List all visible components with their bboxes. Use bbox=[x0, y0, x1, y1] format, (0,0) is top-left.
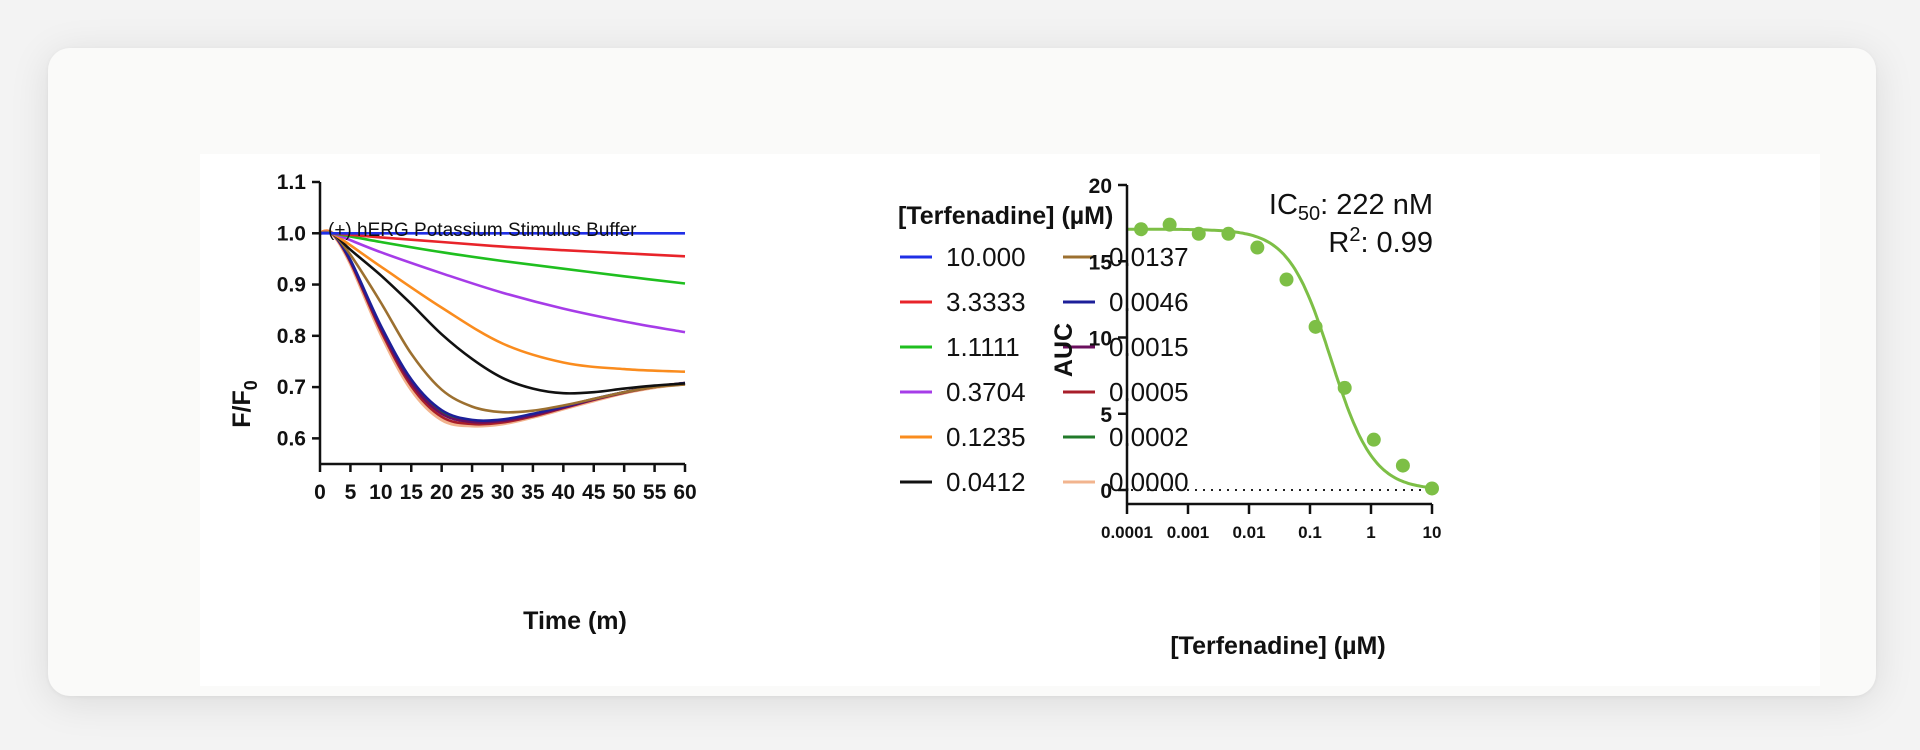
ic50-prefix: IC bbox=[1269, 189, 1298, 221]
x-tick-label: 30 bbox=[491, 481, 514, 504]
legend-label: 0.0137 bbox=[1109, 242, 1189, 272]
data-points bbox=[1134, 217, 1439, 496]
x-tick-label: 0.0001 bbox=[1101, 523, 1153, 542]
series-line-0.0412 bbox=[319, 230, 686, 395]
ic50-value: : 222 nM bbox=[1320, 189, 1433, 221]
data-point bbox=[1337, 380, 1352, 395]
data-point bbox=[1134, 222, 1149, 237]
x-tick-label: 25 bbox=[460, 481, 484, 504]
data-point bbox=[1162, 217, 1177, 232]
x-tick-label: 1 bbox=[1366, 523, 1375, 542]
y-tick-label: 0.9 bbox=[277, 274, 306, 297]
ic50-stat: IC50: 222 nM bbox=[1269, 189, 1433, 225]
y-tick-label: 0.7 bbox=[277, 376, 306, 399]
y-tick-label: 0.8 bbox=[277, 325, 307, 348]
right-axis-ticks: 0 5 10 15 20 0.0001 0.001 0.01 0.1 1 10 bbox=[1089, 175, 1442, 542]
legend-label: 0.0002 bbox=[1109, 422, 1189, 452]
chart-canvas: 0 5 10 15 20 25 30 35 40 45 50 55 600.60.70.80.91.01… bbox=[228, 171, 1441, 660]
data-point bbox=[1279, 272, 1294, 287]
y-axis-title-sub: 0 bbox=[241, 380, 261, 390]
x-tick-label: 35 bbox=[521, 481, 545, 504]
trace-series-group bbox=[319, 229, 686, 428]
x-axis-title: [Terfenadine] (µM) bbox=[1170, 632, 1385, 660]
figure-card: 0 5 10 15 20 25 30 35 40 45 50 55 60 0.6 0.7 0.8 0.9 1.0 1… bbox=[48, 48, 1876, 696]
legend-label: 0.0005 bbox=[1109, 377, 1189, 407]
fit-curve bbox=[1127, 227, 1433, 490]
series-line-0.1235 bbox=[319, 229, 686, 373]
x-tick-label: 0 bbox=[314, 481, 326, 504]
x-tick-label: 5 bbox=[345, 481, 357, 504]
legend-label: 0.3704 bbox=[946, 377, 1026, 407]
legend-label: 0.0046 bbox=[1109, 287, 1189, 317]
y-axis-title-main: F/F bbox=[228, 390, 256, 428]
legend: [Terfenadine] (µM) 10.000 3.3333 1.1111 0.3… bbox=[898, 202, 1189, 497]
data-point bbox=[1191, 226, 1206, 241]
y-axis-title: F/F0 bbox=[228, 380, 261, 428]
y-tick-label: 5 bbox=[1100, 404, 1112, 427]
x-tick-label: 10 bbox=[369, 481, 392, 504]
legend-label: 0.0000 bbox=[1109, 467, 1189, 497]
legend-label: 3.3333 bbox=[946, 287, 1026, 317]
x-tick-label: 15 bbox=[400, 481, 424, 504]
r2-prefix: R bbox=[1328, 227, 1349, 259]
y-tick-label: 1.1 bbox=[277, 171, 307, 194]
y-axis-title: AUC bbox=[1050, 323, 1078, 377]
kinetic-trace-chart: 0 5 10 15 20 25 30 35 40 45 50 55 600.60.70.80.91.01… bbox=[228, 171, 697, 635]
x-tick-label: 0.001 bbox=[1167, 523, 1210, 542]
y-tick-label: 15 bbox=[1089, 251, 1113, 274]
data-point bbox=[1425, 481, 1439, 496]
dose-response-chart: 0 5 10 15 20 0.0001 0.001 0.01 0.1 1 10 [Terfenadi… bbox=[1050, 175, 1441, 660]
x-tick-label: 55 bbox=[643, 481, 667, 504]
legend-label: 0.1235 bbox=[946, 422, 1026, 452]
legend-label: 10.000 bbox=[946, 242, 1026, 272]
r2-stat: R2: 0.99 bbox=[1328, 224, 1433, 259]
x-tick-label: 0.1 bbox=[1298, 523, 1322, 542]
x-tick-label: 10 bbox=[1423, 523, 1442, 542]
legend-items: 10.000 3.3333 1.1111 0.3704 0.1235 0.0412 0.01… bbox=[900, 242, 1189, 497]
x-axis-title: Time (m) bbox=[523, 607, 627, 635]
series-line-0.0137 bbox=[319, 230, 686, 414]
y-tick-label: 1.0 bbox=[277, 222, 306, 245]
legend-label: 1.1111 bbox=[946, 332, 1020, 362]
ic50-sub: 50 bbox=[1298, 203, 1320, 225]
x-tick-label: 0.01 bbox=[1232, 523, 1265, 542]
legend-label: 0.0412 bbox=[946, 467, 1026, 497]
chart-annotation: (+) hERG Potassium Stimulus Buffer bbox=[328, 220, 637, 241]
data-point bbox=[1221, 226, 1236, 241]
left-axis-ticks: 0 5 10 15 20 25 30 35 40 45 50 55 60 0.6 0.7 0.8 0.9 1.0 1… bbox=[277, 171, 697, 504]
y-tick-label: 0.6 bbox=[277, 427, 306, 450]
legend-title: [Terfenadine] (µM) bbox=[898, 202, 1113, 230]
x-tick-label: 45 bbox=[582, 481, 606, 504]
data-point bbox=[1308, 319, 1323, 334]
y-tick-label: 10 bbox=[1089, 328, 1112, 351]
x-tick-label: 50 bbox=[612, 481, 635, 504]
data-point bbox=[1366, 432, 1381, 447]
data-point bbox=[1395, 458, 1410, 473]
data-point bbox=[1250, 240, 1265, 255]
x-tick-label: 40 bbox=[552, 481, 575, 504]
y-tick-label: 0 bbox=[1100, 480, 1112, 503]
r2-sup: 2 bbox=[1349, 224, 1360, 246]
figure-panel: 0 5 10 15 20 25 30 35 40 45 50 55 60 0.6 0.7 0.8 0.9 1.0 1… bbox=[200, 154, 1820, 686]
r2-value: : 0.99 bbox=[1360, 227, 1433, 259]
x-tick-label: 60 bbox=[673, 481, 696, 504]
x-tick-label: 20 bbox=[430, 481, 453, 504]
y-tick-label: 20 bbox=[1089, 175, 1112, 198]
